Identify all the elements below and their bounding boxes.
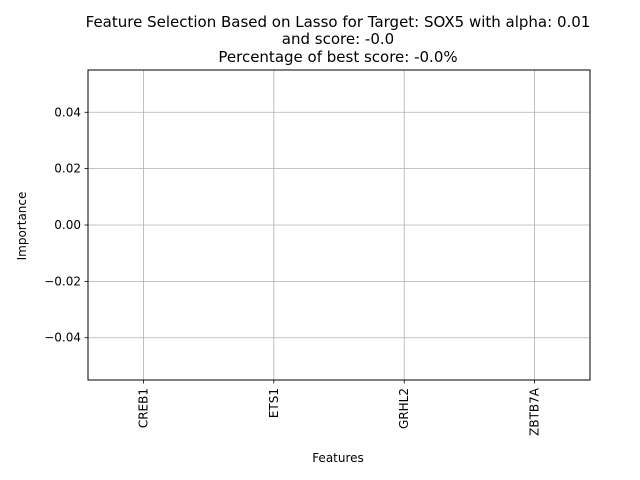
- x-tick-label: GRHL2: [397, 388, 411, 429]
- y-tick-label: −0.02: [44, 274, 81, 288]
- x-tick-label: CREB1: [136, 388, 150, 428]
- y-tick-label: −0.04: [44, 331, 81, 345]
- x-tick-label: ETS1: [267, 388, 281, 418]
- chart-title-line-1: Feature Selection Based on Lasso for Tar…: [86, 13, 591, 31]
- y-tick-label: 0.00: [54, 218, 81, 232]
- y-axis-label: Importance: [15, 192, 29, 261]
- chart-title-line-3: Percentage of best score: -0.0%: [218, 48, 457, 66]
- grid-lines: [88, 70, 590, 380]
- y-axis-ticks: −0.04 −0.02 0.00 0.02 0.04: [44, 105, 88, 345]
- y-tick-label: 0.02: [54, 162, 81, 176]
- x-axis-ticks: CREB1 ETS1 GRHL2 ZBTB7A: [136, 380, 542, 436]
- chart-title-line-2: and score: -0.0: [282, 30, 394, 48]
- y-tick-label: 0.04: [54, 105, 81, 119]
- x-tick-label: ZBTB7A: [528, 387, 542, 436]
- x-axis-label: Features: [312, 451, 364, 465]
